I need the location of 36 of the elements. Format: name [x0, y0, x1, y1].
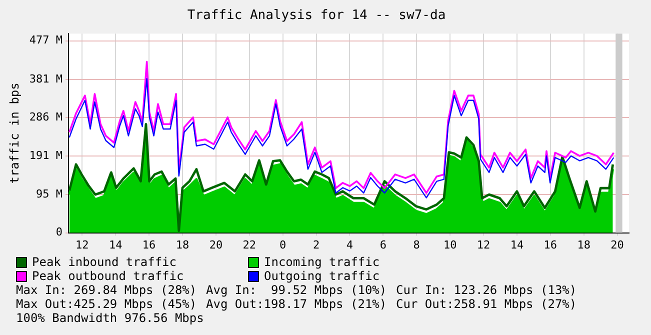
x-tick-label: 16 [142, 238, 156, 252]
y-tick-label: 0 [56, 226, 63, 239]
x-tick-label: 20 [209, 238, 223, 252]
y-tick-label: 95 M [36, 187, 63, 200]
x-tick-label: 20 [610, 238, 624, 252]
y-tick-label: 191 M [29, 148, 63, 162]
legend-label: Peak inbound traffic [31, 255, 178, 269]
y-tick-label: 477 M [29, 34, 63, 47]
x-tick-label: 2 [312, 238, 320, 252]
text: Avg In: 99.52 Mbps (10%) [206, 283, 388, 297]
y-tick-label: 381 M [29, 72, 63, 86]
x-tick-label: 10 [443, 238, 457, 252]
x-tick-label: 18 [176, 238, 190, 252]
legend-label: Outgoing traffic [263, 269, 381, 283]
x-tick-label: 8 [413, 238, 420, 252]
x-tick-label: 16 [544, 238, 558, 252]
x-tick-label: 12 [476, 238, 490, 252]
y-tick-label: 286 M [29, 110, 63, 124]
chart-title: Traffic Analysis for 14 -- sw7-da [187, 8, 446, 24]
legend-label: Incoming traffic [263, 255, 381, 269]
legend-label: Peak outbound traffic [31, 269, 185, 283]
x-tick-label: 14 [108, 238, 123, 252]
text: Avg Out:198.17 Mbps (21%) [206, 297, 388, 311]
x-tick-label: 6 [380, 238, 386, 252]
x-tick-label: 14 [510, 238, 524, 252]
text: Cur Out:258.91 Mbps (27%) [396, 297, 578, 311]
text: 100% Bandwidth 976.56 Mbps [16, 311, 205, 325]
x-tick-label: 22 [242, 238, 256, 252]
x-tick-label: 0 [280, 238, 286, 252]
x-tick-label: 18 [577, 238, 590, 252]
x-tick-label: 12 [76, 238, 89, 252]
text: Cur In: 123.26 Mbps (13%) [396, 283, 578, 297]
y-axis-title: traffic in bps [7, 82, 22, 184]
text: Max Out:425.29 Mbps (45%) [16, 297, 198, 311]
x-tick-label: 4 [346, 238, 354, 252]
text: Max In: 269.84 Mbps (28%) [16, 283, 198, 297]
